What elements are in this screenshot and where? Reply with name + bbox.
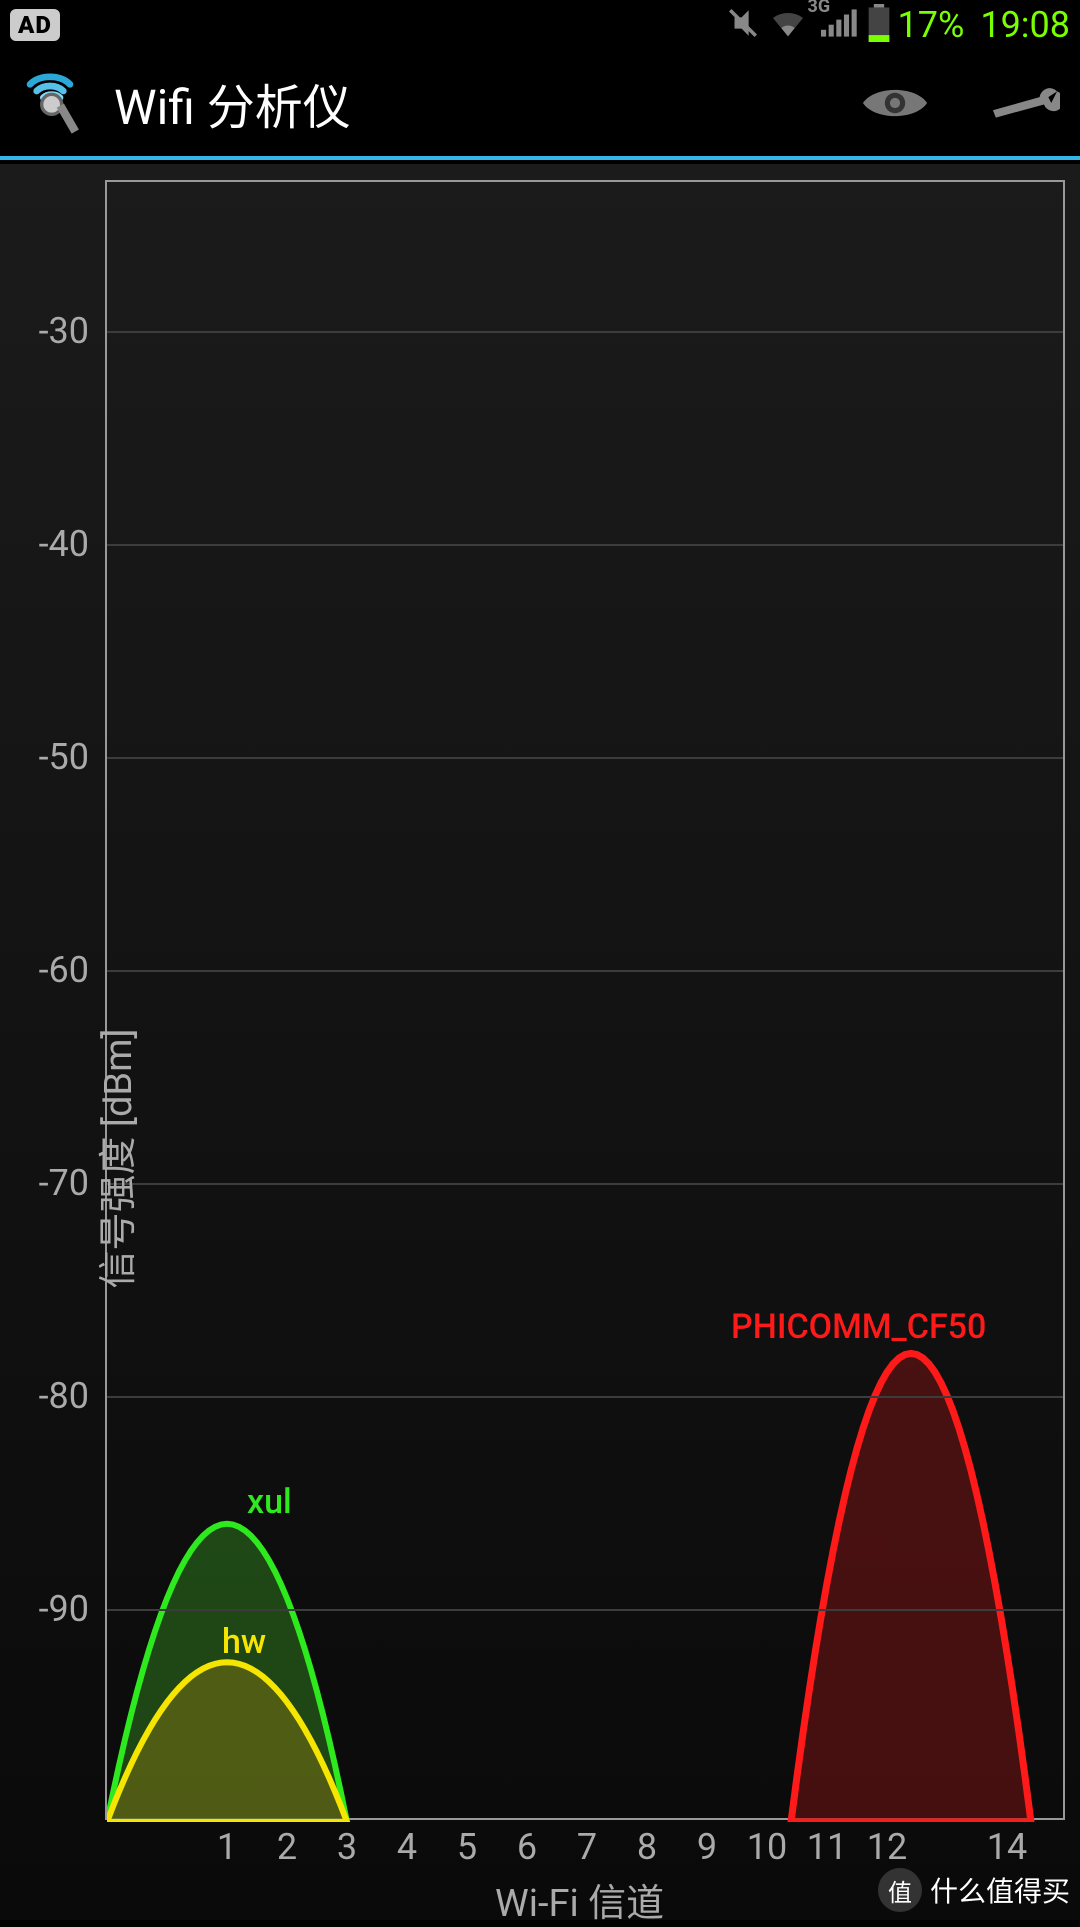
y-tick-label: -40 — [39, 523, 107, 565]
x-tick-label: 14 — [987, 1818, 1027, 1868]
plot-frame: -30-40-50-60-70-80-9012345678910111214xu… — [105, 180, 1065, 1820]
x-axis-label: Wi-Fi 信道 — [495, 1872, 664, 1927]
settings-button[interactable] — [990, 68, 1060, 138]
x-tick-label: 9 — [697, 1818, 717, 1868]
y-axis-label: 信号强度 [dBm] — [87, 1029, 142, 1289]
battery-percent: 17% — [898, 4, 965, 46]
eye-icon — [860, 79, 930, 127]
wrench-icon — [990, 79, 1060, 127]
cell-signal-icon: 3G — [816, 6, 860, 44]
grid-line — [107, 331, 1063, 333]
grid-line — [107, 970, 1063, 972]
grid-line — [107, 1396, 1063, 1398]
x-tick-label: 2 — [277, 1818, 297, 1868]
status-bar: AD 3G 17% 19:08 — [0, 0, 1080, 50]
y-tick-label: -60 — [39, 949, 107, 991]
grid-line — [107, 1609, 1063, 1611]
app-icon — [20, 61, 100, 145]
watermark: 值 什么值得买 — [878, 1868, 1070, 1912]
chart-area: -30-40-50-60-70-80-9012345678910111214xu… — [0, 164, 1080, 1920]
clock: 19:08 — [980, 4, 1070, 46]
status-left: AD — [10, 9, 60, 41]
grid-line — [107, 544, 1063, 546]
x-tick-label: 7 — [577, 1818, 597, 1868]
app-actions — [860, 68, 1060, 138]
ad-badge: AD — [10, 9, 60, 41]
y-tick-label: -80 — [39, 1375, 107, 1417]
grid-line — [107, 757, 1063, 759]
watermark-text: 什么值得买 — [930, 1870, 1070, 1910]
y-tick-label: -50 — [39, 736, 107, 778]
x-tick-label: 3 — [337, 1818, 357, 1868]
x-tick-label: 4 — [397, 1818, 417, 1868]
x-tick-label: 8 — [637, 1818, 657, 1868]
app-bar: Wifi 分析仪 — [0, 50, 1080, 160]
x-tick-label: 11 — [807, 1818, 847, 1868]
x-tick-label: 10 — [747, 1818, 787, 1868]
y-tick-label: -90 — [39, 1588, 107, 1630]
network-curve — [791, 1353, 1031, 1822]
grid-line — [107, 1183, 1063, 1185]
x-tick-label: 6 — [517, 1818, 537, 1868]
network-type-label: 3G — [808, 0, 831, 17]
view-mode-button[interactable] — [860, 68, 930, 138]
mute-icon — [726, 6, 760, 44]
x-tick-label: 5 — [457, 1818, 477, 1868]
network-label: PHICOMM_CF50 — [731, 1307, 986, 1347]
x-tick-label: 1 — [217, 1818, 237, 1868]
x-tick-label: 12 — [867, 1818, 907, 1868]
watermark-badge: 值 — [878, 1868, 922, 1912]
network-label: hw — [222, 1622, 266, 1662]
network-label: xul — [247, 1482, 292, 1522]
wifi-icon — [768, 6, 808, 44]
battery-icon — [868, 4, 890, 46]
app-title: Wifi 分析仪 — [114, 68, 351, 138]
status-right: 3G 17% 19:08 — [726, 4, 1071, 46]
y-tick-label: -30 — [39, 310, 107, 352]
signal-curves — [107, 182, 1067, 1822]
